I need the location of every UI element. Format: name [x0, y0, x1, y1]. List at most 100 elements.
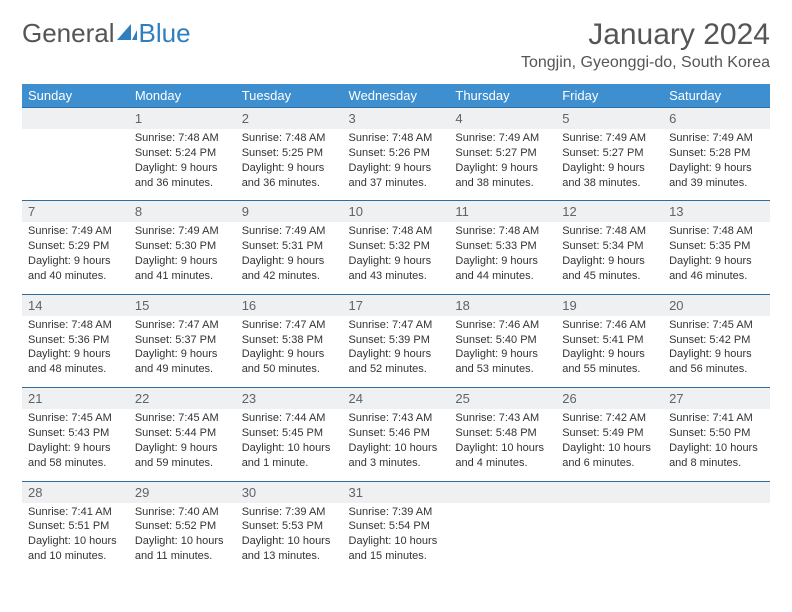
day-number: 29 — [129, 481, 236, 503]
day-line: Daylight: 10 hours — [242, 441, 337, 456]
day-line: Sunrise: 7:48 AM — [349, 131, 444, 146]
day-line: and 53 minutes. — [455, 362, 550, 377]
day-number: 5 — [556, 108, 663, 130]
day-line: Sunrise: 7:49 AM — [562, 131, 657, 146]
day-number — [663, 481, 770, 503]
day-line: and 36 minutes. — [242, 176, 337, 191]
day-line: and 50 minutes. — [242, 362, 337, 377]
day-cell: Sunrise: 7:46 AMSunset: 5:40 PMDaylight:… — [449, 316, 556, 388]
day-number: 1 — [129, 108, 236, 130]
day-line: Sunrise: 7:48 AM — [242, 131, 337, 146]
day-data-row: Sunrise: 7:45 AMSunset: 5:43 PMDaylight:… — [22, 409, 770, 481]
day-cell: Sunrise: 7:49 AMSunset: 5:27 PMDaylight:… — [449, 129, 556, 201]
day-line: Sunrise: 7:46 AM — [562, 318, 657, 333]
day-line: and 1 minute. — [242, 456, 337, 471]
day-cell: Sunrise: 7:45 AMSunset: 5:42 PMDaylight:… — [663, 316, 770, 388]
day-line: Daylight: 10 hours — [349, 534, 444, 549]
day-number: 22 — [129, 388, 236, 410]
day-line: Daylight: 9 hours — [349, 347, 444, 362]
day-number-row: 21222324252627 — [22, 388, 770, 410]
day-line: Sunset: 5:30 PM — [135, 239, 230, 254]
day-number: 13 — [663, 201, 770, 223]
day-number: 4 — [449, 108, 556, 130]
day-number: 14 — [22, 294, 129, 316]
day-line: Sunrise: 7:48 AM — [349, 224, 444, 239]
day-line: and 10 minutes. — [28, 549, 123, 564]
day-number: 26 — [556, 388, 663, 410]
day-line: Sunrise: 7:47 AM — [242, 318, 337, 333]
day-cell: Sunrise: 7:46 AMSunset: 5:41 PMDaylight:… — [556, 316, 663, 388]
day-cell: Sunrise: 7:42 AMSunset: 5:49 PMDaylight:… — [556, 409, 663, 481]
day-number-row: 123456 — [22, 108, 770, 130]
day-line: Sunset: 5:25 PM — [242, 146, 337, 161]
day-line: Sunrise: 7:43 AM — [349, 411, 444, 426]
day-line: Daylight: 9 hours — [242, 161, 337, 176]
day-line: and 56 minutes. — [669, 362, 764, 377]
day-cell: Sunrise: 7:45 AMSunset: 5:44 PMDaylight:… — [129, 409, 236, 481]
day-cell: Sunrise: 7:48 AMSunset: 5:24 PMDaylight:… — [129, 129, 236, 201]
day-line: Daylight: 9 hours — [455, 347, 550, 362]
day-cell: Sunrise: 7:49 AMSunset: 5:29 PMDaylight:… — [22, 222, 129, 294]
day-line: Sunset: 5:35 PM — [669, 239, 764, 254]
day-number: 24 — [343, 388, 450, 410]
day-line: and 52 minutes. — [349, 362, 444, 377]
day-line: Sunset: 5:49 PM — [562, 426, 657, 441]
day-line: Sunrise: 7:49 AM — [242, 224, 337, 239]
day-line: Sunrise: 7:46 AM — [455, 318, 550, 333]
day-line: Sunset: 5:38 PM — [242, 333, 337, 348]
day-cell: Sunrise: 7:43 AMSunset: 5:48 PMDaylight:… — [449, 409, 556, 481]
calendar-table: Sunday Monday Tuesday Wednesday Thursday… — [22, 84, 770, 574]
day-line: Daylight: 10 hours — [349, 441, 444, 456]
day-line: Sunrise: 7:39 AM — [349, 505, 444, 520]
day-line: and 11 minutes. — [135, 549, 230, 564]
day-line: and 46 minutes. — [669, 269, 764, 284]
day-line: Sunrise: 7:48 AM — [669, 224, 764, 239]
day-line: Daylight: 9 hours — [28, 441, 123, 456]
day-number: 17 — [343, 294, 450, 316]
day-number: 9 — [236, 201, 343, 223]
dayname: Sunday — [22, 84, 129, 108]
day-line: and 42 minutes. — [242, 269, 337, 284]
day-line: Daylight: 9 hours — [562, 347, 657, 362]
day-line: and 37 minutes. — [349, 176, 444, 191]
day-number — [556, 481, 663, 503]
day-line: Daylight: 9 hours — [349, 254, 444, 269]
day-line: Sunrise: 7:47 AM — [349, 318, 444, 333]
day-line: Sunrise: 7:45 AM — [135, 411, 230, 426]
day-cell: Sunrise: 7:48 AMSunset: 5:36 PMDaylight:… — [22, 316, 129, 388]
day-line: Daylight: 9 hours — [562, 254, 657, 269]
day-cell: Sunrise: 7:39 AMSunset: 5:53 PMDaylight:… — [236, 503, 343, 574]
day-line: Sunset: 5:53 PM — [242, 519, 337, 534]
day-line: Daylight: 9 hours — [28, 254, 123, 269]
day-cell: Sunrise: 7:45 AMSunset: 5:43 PMDaylight:… — [22, 409, 129, 481]
day-line: Sunset: 5:31 PM — [242, 239, 337, 254]
day-line: and 40 minutes. — [28, 269, 123, 284]
day-line: Daylight: 9 hours — [28, 347, 123, 362]
day-line: and 48 minutes. — [28, 362, 123, 377]
day-line: and 43 minutes. — [349, 269, 444, 284]
day-line: Sunrise: 7:44 AM — [242, 411, 337, 426]
day-line: Sunrise: 7:39 AM — [242, 505, 337, 520]
day-line: and 36 minutes. — [135, 176, 230, 191]
day-cell: Sunrise: 7:48 AMSunset: 5:25 PMDaylight:… — [236, 129, 343, 201]
day-cell: Sunrise: 7:47 AMSunset: 5:38 PMDaylight:… — [236, 316, 343, 388]
day-number: 27 — [663, 388, 770, 410]
day-line: Daylight: 9 hours — [242, 254, 337, 269]
day-line: Sunset: 5:28 PM — [669, 146, 764, 161]
day-number-row: 78910111213 — [22, 201, 770, 223]
day-line: and 4 minutes. — [455, 456, 550, 471]
day-cell: Sunrise: 7:48 AMSunset: 5:34 PMDaylight:… — [556, 222, 663, 294]
day-number: 18 — [449, 294, 556, 316]
header: General Blue January 2024 Tongjin, Gyeon… — [22, 18, 770, 72]
day-line: Daylight: 9 hours — [242, 347, 337, 362]
day-line: Sunset: 5:43 PM — [28, 426, 123, 441]
day-number: 7 — [22, 201, 129, 223]
day-line: Daylight: 9 hours — [135, 347, 230, 362]
day-line: and 45 minutes. — [562, 269, 657, 284]
day-number: 23 — [236, 388, 343, 410]
day-line: Sunset: 5:48 PM — [455, 426, 550, 441]
day-line: and 59 minutes. — [135, 456, 230, 471]
day-cell: Sunrise: 7:49 AMSunset: 5:30 PMDaylight:… — [129, 222, 236, 294]
day-line: Daylight: 9 hours — [669, 347, 764, 362]
day-cell: Sunrise: 7:41 AMSunset: 5:50 PMDaylight:… — [663, 409, 770, 481]
